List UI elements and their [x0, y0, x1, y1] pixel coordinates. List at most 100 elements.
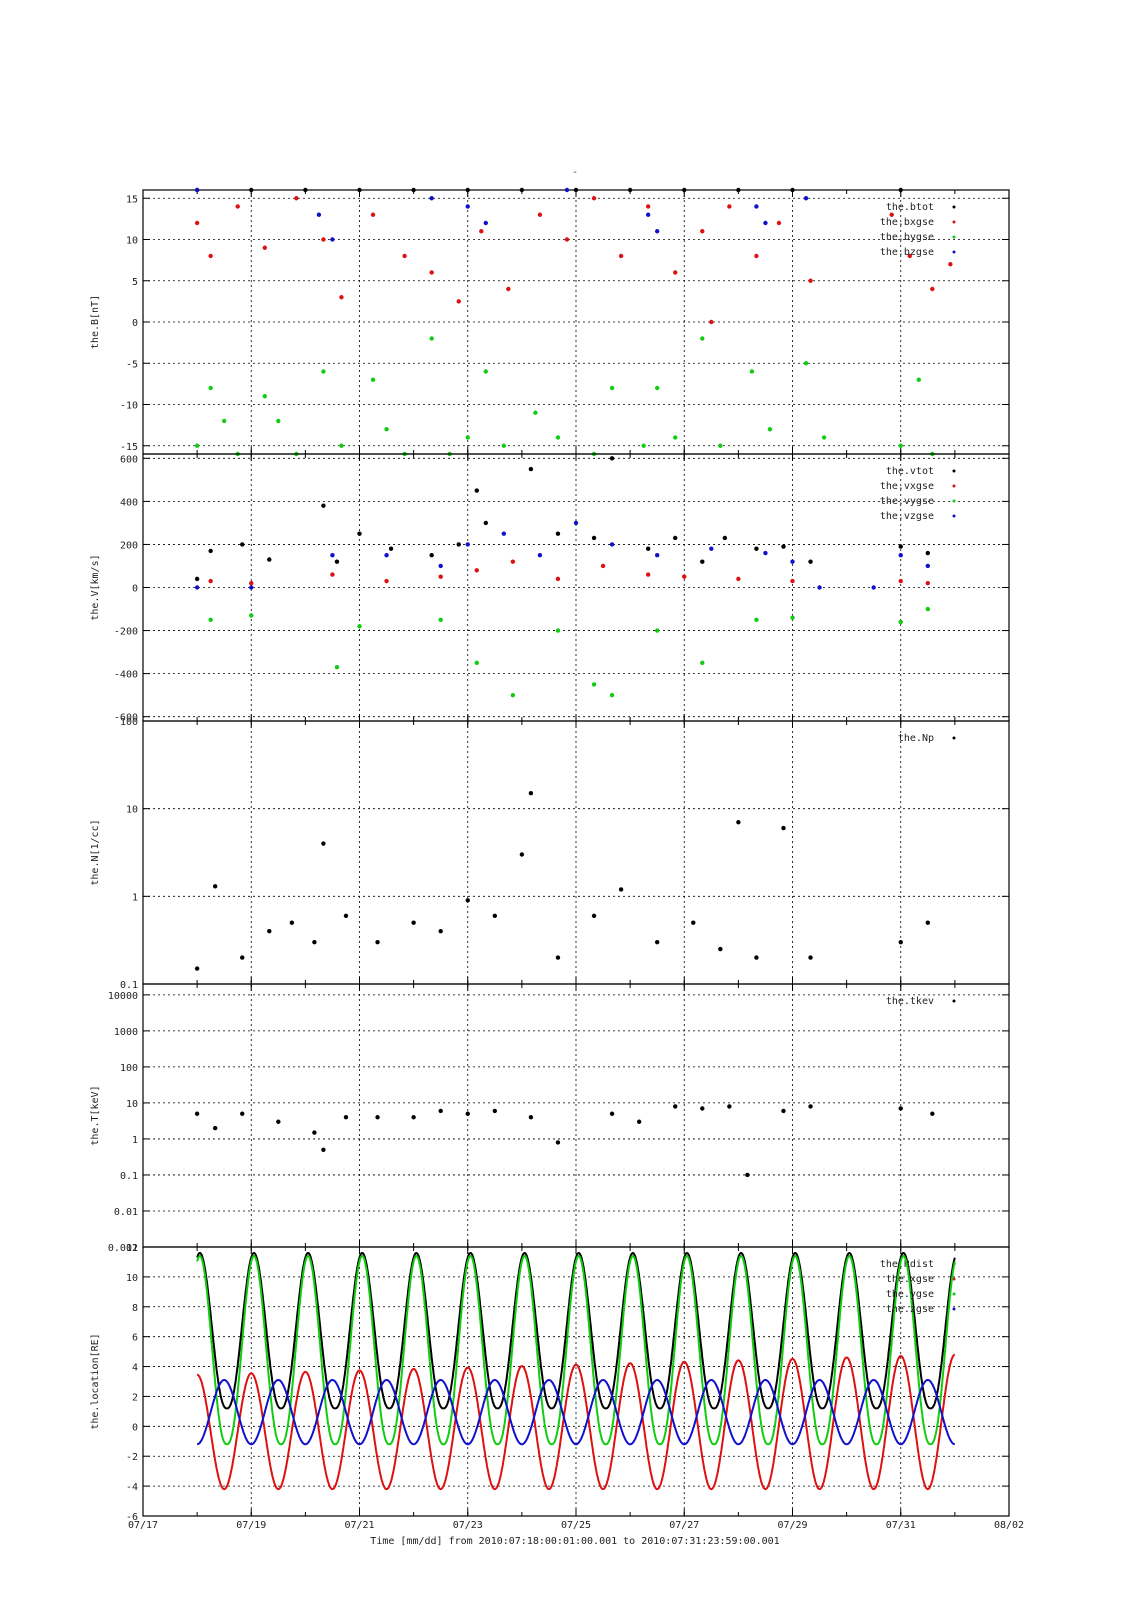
data-point [898, 187, 903, 193]
data-point [808, 1104, 813, 1109]
data-point [645, 546, 651, 551]
data-point [537, 212, 543, 217]
data-point [591, 196, 597, 201]
y-tick-label: 12 [126, 1243, 138, 1254]
data-point [641, 443, 646, 448]
data-point [700, 1106, 705, 1111]
y-tick-label: 1 [132, 892, 138, 903]
y-tick-label: -600 [114, 713, 138, 724]
data-point [465, 1111, 470, 1116]
data-point [555, 576, 561, 582]
series-the.Np [194, 791, 931, 971]
data-point [673, 535, 678, 541]
data-point [411, 1115, 416, 1120]
legend-marker [952, 736, 956, 740]
y-tick-label: 5 [132, 277, 138, 288]
data-point [343, 913, 349, 918]
data-point [429, 196, 434, 201]
data-point [636, 1119, 642, 1124]
y-tick-label: 0 [132, 318, 138, 329]
y-axis-label: the.T[keV] [90, 1085, 101, 1145]
series-the.ygse [196, 1254, 956, 1446]
data-point [555, 628, 561, 633]
data-point [898, 544, 903, 549]
data-point [803, 196, 809, 201]
legend-label: the.Np [898, 733, 934, 744]
data-point [718, 946, 723, 952]
data-point [474, 488, 479, 493]
data-point [591, 682, 597, 687]
data-point [609, 385, 615, 391]
data-point [817, 585, 822, 590]
x-tick-label: 07/27 [669, 1520, 699, 1531]
data-point [492, 1108, 498, 1114]
data-point [781, 544, 786, 549]
data-point [754, 253, 759, 259]
data-point [316, 212, 322, 217]
data-point [501, 531, 507, 536]
data-point [303, 187, 308, 193]
data-point [221, 418, 227, 424]
data-point [533, 410, 538, 415]
data-point [321, 369, 326, 374]
series-line [196, 1254, 956, 1446]
data-point [510, 559, 516, 564]
data-point [808, 955, 813, 960]
data-point [429, 270, 434, 275]
legend-marker [952, 250, 956, 254]
data-point [289, 920, 295, 925]
data-point [898, 443, 903, 448]
data-point [194, 576, 200, 582]
series-the.vxgse [208, 559, 931, 586]
x-tick-label: 07/29 [777, 1520, 807, 1531]
data-point [591, 913, 597, 918]
panels: -15-10-5051015the.B[nT]the.btotthe.bxgse… [90, 187, 1010, 1523]
y-tick-label: 0 [132, 1422, 138, 1433]
data-point [388, 546, 394, 551]
x-axis-label: Time [mm/dd] from 2010:07:18:00:01:00.00… [370, 1536, 779, 1547]
data-point [429, 336, 434, 341]
data-point [330, 572, 335, 577]
data-point [627, 187, 633, 193]
y-tick-label: 15 [126, 194, 138, 205]
data-point [465, 542, 470, 547]
data-point [564, 237, 570, 242]
data-point [465, 187, 470, 193]
data-point [654, 385, 660, 391]
data-point [267, 557, 272, 562]
data-point [618, 253, 624, 259]
data-point [925, 550, 931, 556]
data-point [898, 1106, 903, 1111]
data-point [808, 278, 813, 283]
panel-B: -15 -10 -5 0 5 10 15 the.B[nT] the.btot the.bxgse… [90, 187, 1010, 457]
data-point [537, 553, 543, 558]
data-point [889, 212, 894, 217]
legend-label: the.vygse [880, 496, 934, 507]
data-point [321, 841, 326, 846]
data-point [384, 578, 389, 584]
y-tick-label: 10 [126, 236, 138, 247]
y-tick-label: 4 [132, 1363, 138, 1374]
data-point [781, 1108, 786, 1114]
data-point [208, 253, 213, 259]
data-point [591, 535, 597, 541]
series-the.zgse [196, 1379, 956, 1446]
data-point [673, 270, 678, 275]
figure-title: - [572, 167, 578, 178]
data-point [194, 585, 200, 590]
data-point [262, 394, 267, 399]
legend-label: the.ygse [886, 1289, 934, 1300]
data-point [312, 1130, 317, 1135]
data-point [479, 229, 484, 234]
data-point [249, 187, 254, 193]
data-point [240, 1111, 245, 1116]
panel-N: 0.1 1 10 100 the.N[1/cc] the.Np [90, 717, 1010, 991]
data-point [654, 939, 660, 945]
x-tick-label: 07/17 [128, 1520, 158, 1531]
x-tick-label: 07/21 [344, 1520, 374, 1531]
data-point [194, 1111, 200, 1116]
series-the.vygse [208, 606, 931, 698]
data-point [465, 435, 470, 440]
data-point [645, 204, 651, 209]
data-point [321, 1147, 326, 1152]
